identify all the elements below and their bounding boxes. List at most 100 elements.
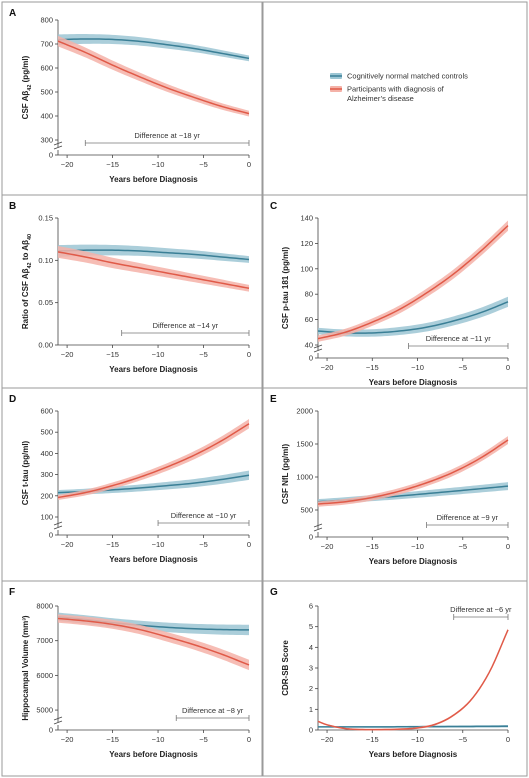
y-tick-label: 140 (300, 214, 313, 223)
panel-a: A 0 300 400 500 600 700 800 −20 −15 −10 −5 0 Years be… (9, 8, 251, 184)
panel-letter: D (9, 394, 16, 405)
series-line-ad (317, 225, 509, 340)
y-tick-label: 0 (49, 151, 53, 160)
axis-break-mark (53, 141, 63, 146)
series-line-control (57, 38, 250, 60)
series-line-control (57, 249, 250, 261)
x-tick-label: −15 (106, 160, 119, 169)
x-tick-label: −15 (366, 735, 379, 744)
y-tick-label: 2 (309, 684, 313, 693)
panel-b: B 0.00 0.05 0.10 0.15 −20 −15 −10 −5 0 Years befor… (9, 201, 251, 374)
y-tick-label: 80 (305, 290, 313, 299)
y-tick-label: 800 (40, 16, 53, 25)
series-line-ad (317, 629, 509, 731)
difference-label: Difference at −9 yr (437, 513, 499, 522)
x-tick-label: −10 (152, 540, 165, 549)
x-axis-title: Years before Diagnosis (369, 557, 458, 566)
y-tick-label: 200 (40, 491, 53, 500)
panel-border (262, 580, 528, 777)
axis-break-mark (313, 344, 323, 349)
y-tick-label: 5000 (36, 706, 53, 715)
axis-break-mark (53, 720, 63, 725)
axis-break-mark (313, 348, 323, 353)
y-tick-label: 1 (309, 705, 313, 714)
y-tick-label: 500 (40, 88, 53, 97)
difference-label: Difference at −14 yr (153, 321, 219, 330)
panel-c: C 0 40 60 80 100 120 140 −20 −15 −10 −5 0 Years befor… (270, 201, 510, 387)
y-tick-label: 0.15 (38, 214, 53, 223)
x-tick-label: 0 (506, 735, 510, 744)
y-tick-label: 6 (309, 602, 313, 611)
x-tick-label: −5 (458, 735, 467, 744)
panel-border (1, 194, 263, 389)
series-band-ad (58, 35, 249, 117)
panel-letter: C (270, 201, 277, 212)
series-line-ad (57, 251, 250, 290)
series-band-ad (58, 419, 249, 501)
series-line-ad (57, 423, 250, 499)
axis-break-mark (53, 145, 63, 150)
panel-d: D 0 100 200 300 400 500 600 −20 −15 −10 −5 0 Years be… (9, 394, 251, 564)
panel-letter: E (270, 394, 277, 405)
x-tick-label: −15 (106, 735, 119, 744)
x-tick-label: −10 (152, 350, 165, 359)
x-tick-label: 0 (247, 350, 251, 359)
y-tick-label: 1000 (296, 473, 313, 482)
x-tick-label: 0 (247, 540, 251, 549)
axis-break-mark (313, 523, 323, 528)
y-axis-title: CSF NfL (pg/ml) (281, 444, 290, 505)
series-band-control (58, 244, 249, 263)
y-tick-label: 3 (309, 664, 313, 673)
y-tick-label: 5 (309, 622, 313, 631)
y-tick-label: 400 (40, 449, 53, 458)
x-tick-label: −5 (458, 542, 467, 551)
x-tick-label: −5 (199, 735, 208, 744)
x-axis-title: Years before Diagnosis (109, 365, 198, 374)
y-tick-label: 400 (40, 112, 53, 121)
x-axis-title: Years before Diagnosis (109, 555, 198, 564)
y-tick-label: 600 (40, 407, 53, 416)
series-line-ad (317, 439, 509, 505)
series-line-control (318, 725, 509, 728)
x-tick-label: 0 (506, 542, 510, 551)
panel-letter: G (270, 587, 278, 598)
difference-label: Difference at −18 yr (134, 131, 200, 140)
x-tick-label: −20 (61, 160, 74, 169)
x-axis-title: Years before Diagnosis (369, 750, 458, 759)
y-tick-label: 0.10 (38, 256, 53, 265)
y-tick-label: 700 (40, 40, 53, 49)
y-axis-title: CSF t-tau (pg/ml) (21, 440, 30, 505)
difference-label: Difference at −10 yr (171, 511, 237, 520)
panel-border (1, 1, 263, 196)
legend-label-ad: Participants with diagnosis of Alzheimer’… (347, 85, 445, 104)
x-tick-label: −20 (321, 735, 334, 744)
difference-label: Difference at −6 yr (450, 605, 512, 614)
y-tick-label: 600 (40, 64, 53, 73)
y-axis-title: CSF Aβ42 (pg/ml) (21, 55, 33, 119)
axis-break-mark (53, 525, 63, 530)
y-tick-label: 300 (40, 136, 53, 145)
x-tick-label: −15 (106, 350, 119, 359)
axis-break-mark (53, 521, 63, 526)
series-band-ad (318, 628, 508, 731)
difference-label: Difference at −11 yr (426, 334, 491, 343)
x-tick-label: −15 (106, 540, 119, 549)
y-axis-title: CSF p-tau 181 (pg/ml) (281, 247, 290, 330)
panel-border (262, 194, 528, 389)
x-tick-label: 0 (506, 363, 510, 372)
y-tick-label: 8000 (36, 602, 53, 611)
y-axis-title: CDR-SB Score (281, 640, 290, 696)
x-tick-label: −20 (61, 735, 74, 744)
x-tick-label: 0 (247, 160, 251, 169)
panel-border (1, 580, 263, 777)
x-tick-label: −20 (321, 363, 334, 372)
panel-e: E 0 500 1000 1500 2000 −20 −15 −10 −5 0 Years befor… (270, 394, 510, 566)
x-axis-title: Years before Diagnosis (369, 378, 458, 387)
y-axis-title: Hippocampal Volume (mm³) (21, 615, 30, 721)
y-tick-label: 40 (305, 341, 313, 350)
x-tick-label: −5 (199, 160, 208, 169)
x-tick-label: −5 (199, 350, 208, 359)
y-tick-label: 300 (40, 470, 53, 479)
y-tick-label: 0.05 (38, 298, 53, 307)
axis-break-mark (53, 716, 63, 721)
